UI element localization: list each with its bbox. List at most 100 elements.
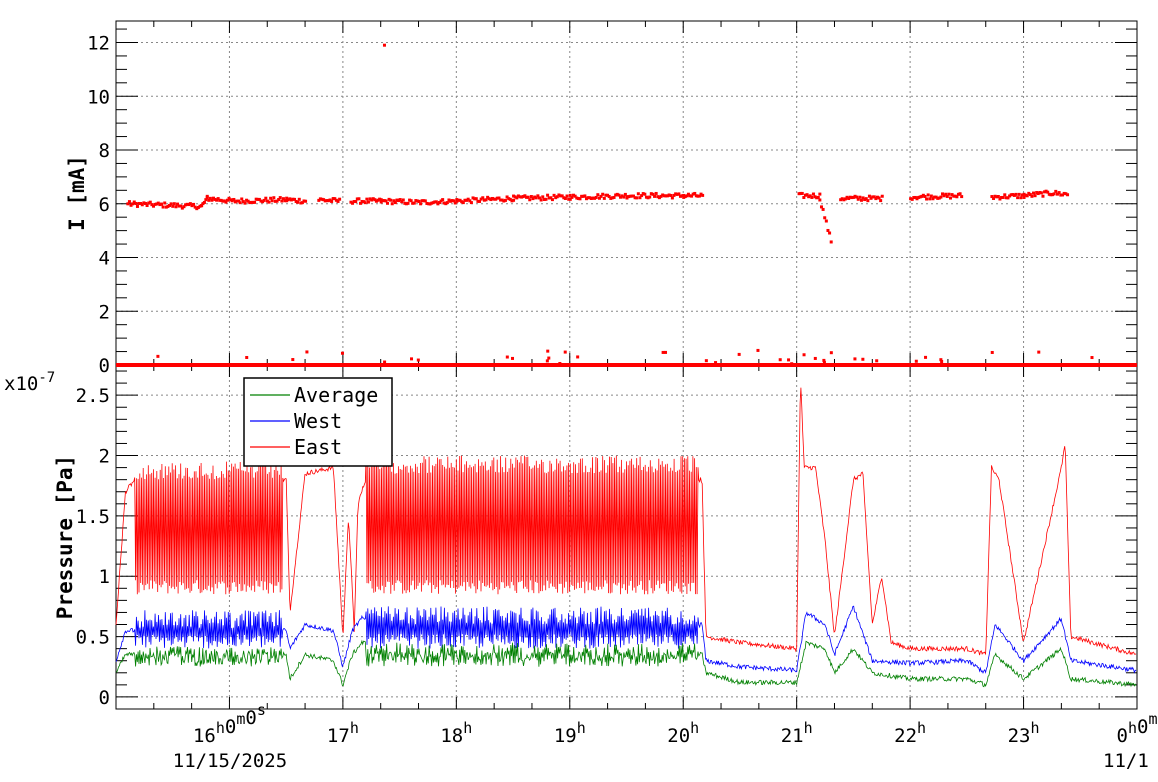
current-point [445,201,449,205]
current-point [188,202,192,206]
current-point [469,201,473,205]
current-point [455,199,459,203]
current-point [701,193,705,197]
current-point [417,199,421,203]
current-point [1025,194,1029,198]
current-point [516,194,520,198]
current-point [269,196,273,200]
current-point [607,195,611,199]
current-point [920,194,924,198]
current-y-tick-label: 2 [99,301,110,323]
current-point [196,206,200,210]
current-point [1061,193,1065,197]
current-point [366,200,370,204]
current-point [398,198,402,202]
current-point [507,197,511,201]
current-point [180,206,184,210]
current-point [588,196,592,200]
current-point [787,358,791,362]
current-point [604,193,608,197]
current-point [866,199,870,203]
current-point [950,193,954,197]
current-point [523,194,527,198]
current-point [505,355,509,359]
current-point [227,196,231,200]
current-point [512,198,516,202]
current-point [510,199,514,203]
current-point [386,201,390,205]
current-point [924,355,928,359]
current-point [696,194,700,198]
current-point [251,200,255,204]
current-point [409,199,413,203]
current-point [318,197,322,201]
current-point [953,194,957,198]
current-point [926,193,930,197]
x-tick-label: 22h [894,719,926,747]
current-point [799,191,803,195]
current-point [497,196,501,200]
current-point [990,195,994,199]
current-point [340,351,344,355]
current-point [357,197,361,201]
current-point [387,197,391,201]
current-point [993,194,997,198]
current-point [479,197,483,201]
current-point [245,198,249,202]
current-point [449,199,453,203]
current-point [638,196,642,200]
current-point [550,198,554,202]
current-point [1041,194,1045,198]
current-point [576,197,580,201]
current-point [486,195,490,199]
current-point [1064,192,1068,196]
current-point [379,198,383,202]
current-point [288,197,292,201]
current-point [256,197,260,201]
current-point [593,196,597,200]
current-point [1003,193,1007,197]
current-point [1012,193,1016,197]
current-point [326,199,330,203]
current-point [281,197,285,201]
current-point [572,193,576,197]
current-point [630,194,634,198]
current-point [176,202,180,206]
current-point [644,195,648,199]
current-point [487,197,491,201]
current-point [423,199,427,203]
current-point [594,195,598,199]
current-point [355,197,359,201]
legend-label-average: Average [294,383,378,407]
current-point [438,201,442,205]
current-point [534,196,538,200]
current-point [352,200,356,204]
current-point [490,196,494,200]
current-point [495,196,499,200]
current-point [365,197,369,201]
current-point [293,197,297,201]
current-point [851,195,855,199]
current-point [150,203,154,207]
current-point [419,202,423,206]
current-point [615,192,619,196]
current-point [875,195,879,199]
current-point [434,200,438,204]
current-point [1014,192,1018,196]
current-point [790,362,794,366]
current-point [241,200,245,204]
current-point [450,199,454,203]
current-point [635,196,639,200]
current-point [1017,192,1021,196]
current-point [855,195,859,199]
current-point [686,192,690,196]
current-point [840,197,844,201]
current-point [589,197,593,201]
current-point [229,198,233,202]
current-point [880,194,884,198]
current-point [151,204,155,208]
current-point [1043,190,1047,194]
current-point [395,198,399,202]
x-tick-label: 19h [554,719,586,747]
